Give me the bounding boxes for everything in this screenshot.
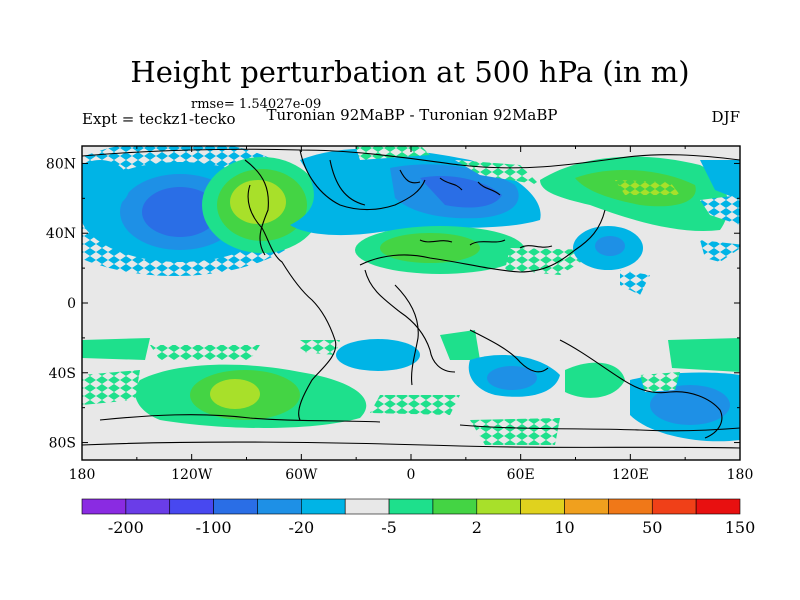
rmse-label: rmse= 1.54027e-09 bbox=[191, 97, 321, 112]
y-tick-label: 40N bbox=[46, 226, 76, 242]
colorbar-label: -200 bbox=[108, 518, 144, 537]
colorbar-label: 10 bbox=[554, 518, 574, 537]
x-tick-label: 120E bbox=[612, 467, 649, 483]
colorbar-swatch bbox=[257, 498, 302, 515]
colorbar-swatch bbox=[301, 498, 346, 515]
colorbar-swatch bbox=[564, 498, 609, 515]
colorbar-swatch bbox=[476, 498, 521, 515]
colorbar-label: 2 bbox=[472, 518, 482, 537]
north-america-high bbox=[202, 157, 322, 253]
colorbar-label: -5 bbox=[381, 518, 397, 537]
colorbar-label: -100 bbox=[196, 518, 232, 537]
center-label: Turonian 92MaBP - Turonian 92MaBP bbox=[266, 106, 557, 124]
colorbar-label: 150 bbox=[725, 518, 756, 537]
east-asia-high bbox=[540, 156, 740, 231]
anomaly-field bbox=[82, 146, 740, 460]
y-tick-label: 80S bbox=[49, 436, 76, 452]
x-tick-label: 120W bbox=[171, 467, 213, 483]
colorbar-label: 50 bbox=[642, 518, 662, 537]
indian-ocean-low bbox=[468, 355, 560, 445]
x-tick-label: 180 bbox=[69, 467, 96, 483]
south-pacific-high bbox=[82, 338, 367, 428]
colorbar-swatch bbox=[125, 498, 171, 515]
colorbar-labels: -200 -100 -20 -5 2 10 50 150 bbox=[108, 518, 755, 537]
x-tick-label: 60E bbox=[507, 467, 535, 483]
season-label: DJF bbox=[712, 108, 740, 126]
colorbar-swatch bbox=[344, 498, 390, 515]
x-tick-label: 60W bbox=[285, 467, 318, 483]
colorbar-swatch bbox=[432, 498, 478, 515]
colorbar-swatch bbox=[608, 498, 653, 515]
colorbar-label: -20 bbox=[288, 518, 314, 537]
y-tick-label: 40S bbox=[49, 366, 76, 382]
axis-ticks bbox=[81, 146, 741, 460]
experiment-label: Expt = teckz1-tecko bbox=[82, 110, 235, 128]
colorbar-swatch bbox=[169, 498, 214, 515]
y-tick-label: 0 bbox=[67, 296, 76, 312]
x-tick-label: 0 bbox=[407, 467, 416, 483]
y-axis: 80N 40N 0 40S 80S bbox=[46, 156, 76, 451]
y-tick-label: 80N bbox=[46, 156, 76, 172]
colorbar-swatch bbox=[388, 498, 434, 515]
south-atlantic-low bbox=[336, 330, 480, 415]
colorbar-swatch bbox=[213, 498, 258, 515]
colorbar-swatch bbox=[651, 498, 697, 515]
colorbar bbox=[81, 498, 741, 515]
colorbar-swatch bbox=[520, 498, 565, 515]
colorbar-swatch bbox=[695, 498, 741, 515]
chart-title: Height perturbation at 500 hPa (in m) bbox=[130, 55, 689, 89]
colorbar-swatch bbox=[81, 498, 127, 515]
x-tick-label: 180 bbox=[727, 467, 754, 483]
coastlines bbox=[82, 148, 740, 449]
australia-region bbox=[565, 338, 740, 442]
tethys-high bbox=[355, 226, 600, 275]
x-axis: 180 120W 60W 0 60E 120E 180 bbox=[69, 467, 754, 483]
